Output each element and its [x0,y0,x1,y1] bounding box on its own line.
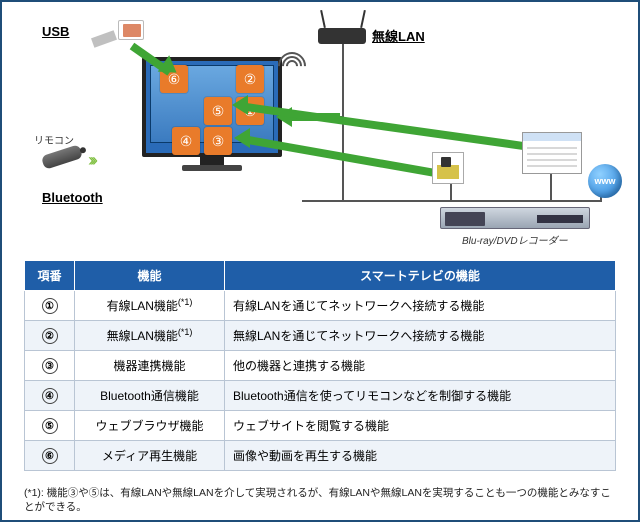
cell-id: ② [25,321,75,351]
th-desc: スマートテレビの機能 [225,261,616,291]
bluray-recorder-icon [440,207,590,229]
label-remote: リモコン [34,132,74,147]
table-row: ①有線LAN機能(*1)有線LANを通じてネットワークへ接続する機能 [25,291,616,321]
net-line-drop-2 [550,174,552,202]
cell-name: 無線LAN機能(*1) [75,321,225,351]
page-frame: USB 無線LAN リモコン Bluetooth Blu-ray/DVDレコーダ… [0,0,640,522]
cell-desc: Bluetooth通信を使ってリモコンなどを制御する機能 [225,381,616,411]
features-table: 項番 機能 スマートテレビの機能 ①有線LAN機能(*1)有線LANを通じてネッ… [24,260,616,471]
cell-name: 有線LAN機能(*1) [75,291,225,321]
cell-id: ③ [25,351,75,381]
diagram-area: USB 無線LAN リモコン Bluetooth Blu-ray/DVDレコーダ… [2,2,638,252]
cell-desc: ウェブサイトを閲覧する機能 [225,411,616,441]
numbox-5: ⑤ [204,97,232,125]
cell-name: ウェブブラウザ機能 [75,411,225,441]
arrow-window-to-5-head [232,95,248,115]
label-usb: USB [42,24,69,39]
cell-name: Bluetooth通信機能 [75,381,225,411]
cell-desc: 有線LANを通じてネットワークへ接続する機能 [225,291,616,321]
net-line-horiz [302,200,602,202]
cell-desc: 画像や動画を再生する機能 [225,441,616,471]
label-bluetooth: Bluetooth [42,190,103,205]
numbox-3: ③ [204,127,232,155]
usb-devices-icon [92,16,156,52]
table-row: ⑥メディア再生機能画像や動画を再生する機能 [25,441,616,471]
th-name: 機能 [75,261,225,291]
cell-id: ④ [25,381,75,411]
table-row: ④Bluetooth通信機能Bluetooth通信を使ってリモコンなどを制御する… [25,381,616,411]
net-line-drop-1 [450,184,452,202]
router-icon [318,28,366,44]
remote-icon [41,144,83,170]
browser-window-icon [522,132,582,174]
cell-desc: 他の機器と連携する機能 [225,351,616,381]
globe-www-icon: www [588,164,622,198]
label-wlan: 無線LAN [372,26,425,45]
cell-desc: 無線LANを通じてネットワークへ接続する機能 [225,321,616,351]
picture-file-icon [432,152,464,184]
rf-wave-icon: ››› [88,150,94,171]
cell-id: ① [25,291,75,321]
table-row: ⑤ウェブブラウザ機能ウェブサイトを閲覧する機能 [25,411,616,441]
th-id: 項番 [25,261,75,291]
numbox-4: ④ [172,127,200,155]
cell-id: ⑥ [25,441,75,471]
footnote: (*1): 機能③や⑤は、有線LANや無線LANを介して実現されるが、有線LAN… [24,486,616,514]
arrow-pic-to-3-head [234,128,250,148]
numbox-2: ② [236,65,264,93]
label-bdr: Blu-ray/DVDレコーダー [462,232,568,247]
cell-id: ⑤ [25,411,75,441]
table-row: ③機器連携機能他の機器と連携する機能 [25,351,616,381]
cell-name: メディア再生機能 [75,441,225,471]
table-row: ②無線LAN機能(*1)無線LANを通じてネットワークへ接続する機能 [25,321,616,351]
cell-name: 機器連携機能 [75,351,225,381]
